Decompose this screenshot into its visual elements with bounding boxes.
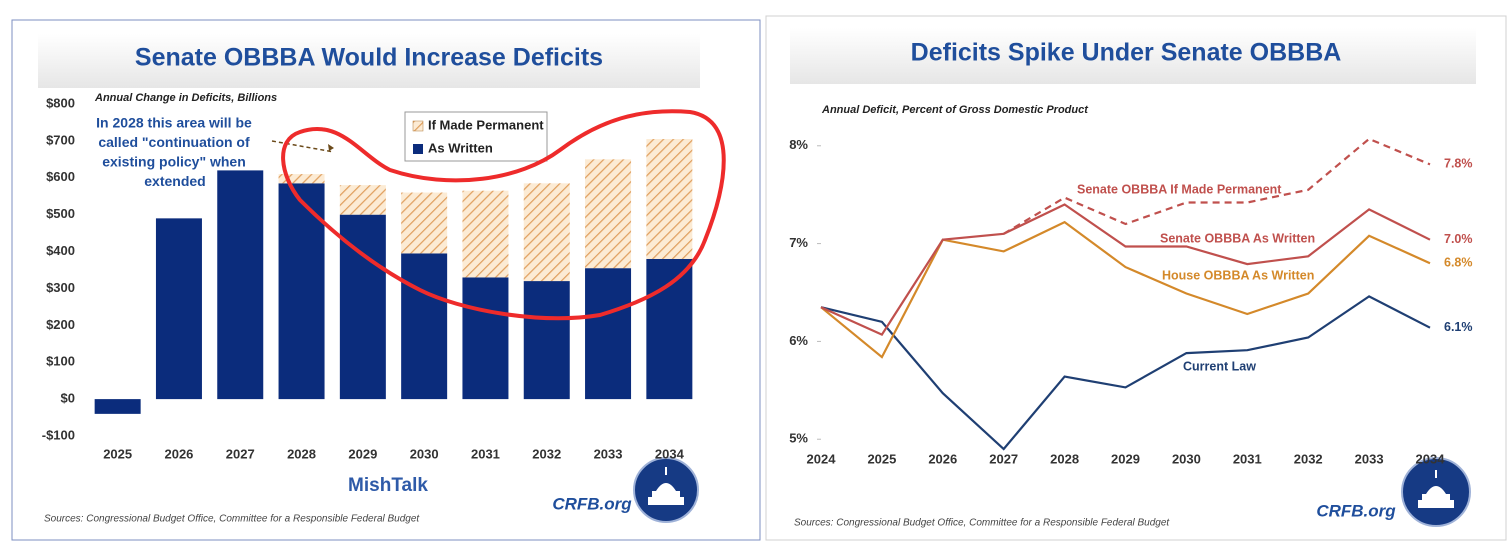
- line: [820, 220, 1431, 359]
- x-tick-label: 2029: [348, 446, 377, 461]
- x-tick-label: 2034: [1416, 451, 1446, 466]
- x-tick-label: 2028: [287, 446, 316, 461]
- y-tick-label: 6%: [789, 333, 808, 348]
- bar: [462, 190, 509, 278]
- x-tick-label: 2029: [1111, 451, 1140, 466]
- y-tick-label: 8%: [789, 137, 808, 152]
- right-panel: [765, 15, 1507, 541]
- chart-title: Deficits Spike Under Senate OBBBA: [911, 39, 1342, 67]
- legend-swatch: [412, 120, 424, 132]
- annotation: In 2028 this area will be: [96, 115, 252, 131]
- y-tick-label: -$100: [42, 427, 75, 442]
- bar: [339, 185, 386, 215]
- chart-subtitle: Annual Deficit, Percent of Gross Domesti…: [821, 104, 1089, 116]
- annotation: existing policy" when: [102, 154, 246, 170]
- bar: [585, 268, 632, 400]
- bar: [401, 192, 448, 254]
- x-tick-label: 2030: [1172, 451, 1201, 466]
- bar: [278, 183, 325, 400]
- x-tick-label: 2031: [1233, 451, 1262, 466]
- watermark: MishTalk: [348, 475, 428, 496]
- y-tick-label: $200: [46, 317, 75, 332]
- x-tick-label: 2031: [471, 446, 500, 461]
- y-tick-label: $800: [46, 95, 75, 110]
- x-tick-label: 2033: [594, 446, 623, 461]
- x-tick-label: 2027: [226, 446, 255, 461]
- y-tick-label: $700: [46, 132, 75, 147]
- annotation: called "continuation of: [98, 134, 250, 150]
- bar: [462, 277, 509, 400]
- line: [1003, 137, 1431, 235]
- bar: [339, 214, 386, 400]
- series-label: House OBBBA As Written: [1162, 268, 1314, 282]
- title-banner: [790, 28, 1476, 84]
- line: [820, 203, 1431, 336]
- chart-title: Senate OBBBA Would Increase Deficits: [135, 44, 603, 72]
- x-tick-label: 2028: [1050, 451, 1079, 466]
- source-note: Sources: Congressional Budget Office, Co…: [44, 514, 420, 525]
- y-tick-label: $100: [46, 354, 75, 369]
- line: [820, 295, 1431, 451]
- series-label: Senate OBBBA If Made Permanent: [1077, 182, 1282, 196]
- x-tick-label: 2033: [1355, 451, 1384, 466]
- x-tick-label: 2025: [867, 451, 896, 466]
- x-tick-label: 2024: [807, 451, 837, 466]
- x-tick-label: 2032: [1294, 451, 1323, 466]
- bar: [94, 399, 141, 414]
- left-panel: [11, 19, 761, 541]
- y-tick-label: $600: [46, 169, 75, 184]
- annotation-arrow: [271, 140, 335, 153]
- logo: [1401, 457, 1471, 527]
- annotation-arrowhead: [328, 144, 334, 151]
- y-tick-label: 7%: [789, 235, 808, 250]
- y-tick-label: $400: [46, 243, 75, 258]
- data-label: 6.8%: [1444, 255, 1473, 269]
- y-tick-label: $300: [46, 280, 75, 295]
- x-tick-label: 2034: [655, 446, 685, 461]
- bar: [523, 183, 570, 282]
- series-label: Current Law: [1183, 359, 1256, 373]
- series-label: Senate OBBBA As Written: [1160, 231, 1315, 245]
- x-tick-label: 2026: [164, 446, 193, 461]
- annotation: extended: [144, 173, 205, 189]
- bar: [217, 170, 264, 400]
- logo-text: CRFB.org: [1316, 501, 1396, 520]
- bar: [523, 281, 570, 400]
- logo-text: CRFB.org: [552, 494, 632, 513]
- data-label: 7.8%: [1444, 157, 1473, 171]
- x-tick-label: 2026: [928, 451, 957, 466]
- y-tick-label: $0: [61, 391, 75, 406]
- bar: [278, 174, 325, 184]
- legend-swatch: [413, 144, 423, 154]
- legend-box: [404, 111, 548, 162]
- chart-subtitle: Annual Change in Deficits, Billions: [94, 92, 277, 104]
- source-note: Sources: Congressional Budget Office, Co…: [794, 518, 1170, 529]
- data-label: 7.0%: [1444, 232, 1473, 246]
- x-tick-label: 2030: [410, 446, 439, 461]
- bar: [646, 258, 693, 400]
- legend-label: If Made Permanent: [428, 117, 544, 132]
- title-banner: [38, 34, 700, 88]
- bar: [155, 218, 202, 400]
- y-tick-label: 5%: [789, 431, 808, 446]
- bar: [585, 159, 632, 269]
- x-tick-label: 2027: [989, 451, 1018, 466]
- legend-label: As Written: [428, 140, 493, 155]
- x-tick-label: 2025: [103, 446, 132, 461]
- x-tick-label: 2032: [532, 446, 561, 461]
- chart-layer: -$100 $0 $100 $200 $300 $400 $500 $600 $700 $800 2…: [42, 95, 1473, 466]
- bar: [646, 139, 693, 259]
- hand-drawn-circle: [281, 109, 726, 321]
- y-tick-label: $500: [46, 206, 75, 221]
- data-label: 6.1%: [1444, 320, 1473, 334]
- bar: [401, 253, 448, 400]
- logo: [633, 457, 699, 523]
